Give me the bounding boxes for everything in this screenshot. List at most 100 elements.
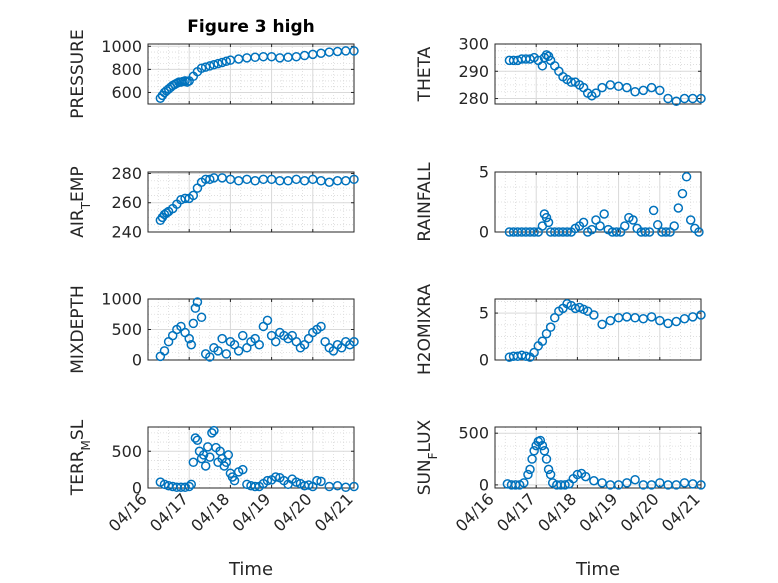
- data-point: [217, 57, 227, 68]
- y-tick-label: 0: [479, 351, 489, 370]
- data-point: [233, 346, 244, 356]
- y-tick-label: 1000: [101, 37, 142, 56]
- data-point: [597, 82, 607, 93]
- data-point: [630, 474, 640, 485]
- x-axis-label: Time: [575, 559, 620, 580]
- data-point: [217, 333, 227, 344]
- x-tick-label: 04/16: [105, 489, 151, 535]
- data-point: [238, 464, 248, 475]
- subplot-3: 240 260 280 AIRTEMP: [68, 164, 359, 242]
- data-point: [254, 340, 264, 350]
- data-point: [521, 351, 531, 361]
- x-tick-label: 04/20: [617, 489, 663, 535]
- data-point: [316, 476, 326, 487]
- data-point: [205, 352, 215, 362]
- data-point: [213, 58, 223, 69]
- data-point: [200, 461, 211, 471]
- data-point: [312, 475, 322, 486]
- data-point: [671, 96, 682, 107]
- data-point: [349, 174, 359, 185]
- axes-frame: [494, 298, 702, 361]
- data-point: [519, 478, 529, 488]
- data-point: [663, 93, 673, 104]
- data-point: [628, 215, 638, 225]
- data-point: [192, 435, 203, 445]
- y-axis-label: RAINFALL: [415, 162, 435, 242]
- subplot-1: 600 800 1000 PRESSURE Figure 3 high: [68, 17, 359, 119]
- data-point: [694, 227, 704, 237]
- data-point: [250, 481, 260, 492]
- axes-frame: [494, 171, 702, 233]
- data-point: [161, 208, 172, 218]
- data-point: [349, 336, 359, 347]
- subplot-5: 0 500 1000 MIXDEPTH: [68, 285, 359, 374]
- data-point: [229, 475, 240, 486]
- data-point: [622, 82, 632, 93]
- data-point: [652, 220, 663, 230]
- data-point: [525, 464, 535, 475]
- data-point: [587, 224, 597, 235]
- axes-frame: [147, 171, 355, 233]
- data-point: [541, 454, 552, 464]
- data-point: [349, 46, 359, 56]
- data-point: [523, 469, 533, 480]
- data-point: [580, 471, 591, 482]
- data-point: [655, 85, 665, 96]
- data-point: [622, 478, 632, 488]
- data-point: [529, 347, 539, 358]
- data-point: [180, 193, 190, 204]
- y-tick-label: 500: [111, 320, 142, 339]
- subplot-6: 0 5 H2OMIXRA: [415, 284, 706, 375]
- data-point: [673, 203, 684, 213]
- y-tick-label: 500: [458, 424, 489, 443]
- data-point: [696, 310, 706, 320]
- data-point: [209, 60, 219, 70]
- data-point: [640, 227, 651, 237]
- data-point: [205, 452, 215, 462]
- data-point: [560, 480, 570, 490]
- data-point: [648, 205, 659, 216]
- data-point: [190, 433, 201, 443]
- y-axis-label: PRESSURE: [68, 29, 88, 118]
- data-point: [595, 221, 605, 231]
- data-point: [184, 481, 194, 492]
- data-point: [661, 227, 671, 237]
- data-point: [535, 435, 546, 446]
- axes-frame: [494, 426, 702, 489]
- data-point: [186, 479, 197, 490]
- y-tick-label: 290: [458, 62, 489, 81]
- data-point: [696, 93, 706, 104]
- x-axis-label: Time: [228, 559, 273, 580]
- data-point: [192, 297, 203, 307]
- data-point: [205, 61, 215, 71]
- data-point: [537, 336, 548, 346]
- y-tick-label: 240: [111, 223, 142, 242]
- x-tick-label: 04/18: [534, 489, 580, 535]
- y-tick-label: 600: [111, 83, 142, 102]
- data-point: [611, 227, 622, 237]
- data-point: [655, 315, 665, 326]
- y-tick-label: 5: [479, 304, 489, 323]
- x-tick-label: 04/19: [228, 489, 274, 535]
- data-point: [543, 464, 554, 475]
- data-point: [262, 315, 273, 326]
- data-point: [685, 215, 696, 225]
- y-axis-label: THETA: [415, 46, 435, 102]
- data-point: [696, 480, 706, 490]
- data-point: [196, 63, 207, 73]
- subplot-2: 280 290 300 THETA: [415, 35, 706, 108]
- data-point: [207, 428, 217, 438]
- x-tick-label: 04/21: [658, 489, 704, 535]
- data-point: [529, 446, 539, 456]
- data-point: [541, 212, 552, 223]
- data-point: [270, 472, 281, 482]
- y-axis-label: SUNFLUX: [415, 419, 440, 495]
- data-point: [537, 440, 548, 451]
- y-tick-label: 280: [458, 89, 489, 108]
- data-point: [589, 310, 599, 320]
- data-point: [541, 328, 552, 339]
- data-point: [591, 88, 601, 98]
- y-axis-label: MIXDEPTH: [68, 285, 88, 374]
- data-point: [213, 346, 223, 356]
- data-point: [188, 190, 199, 201]
